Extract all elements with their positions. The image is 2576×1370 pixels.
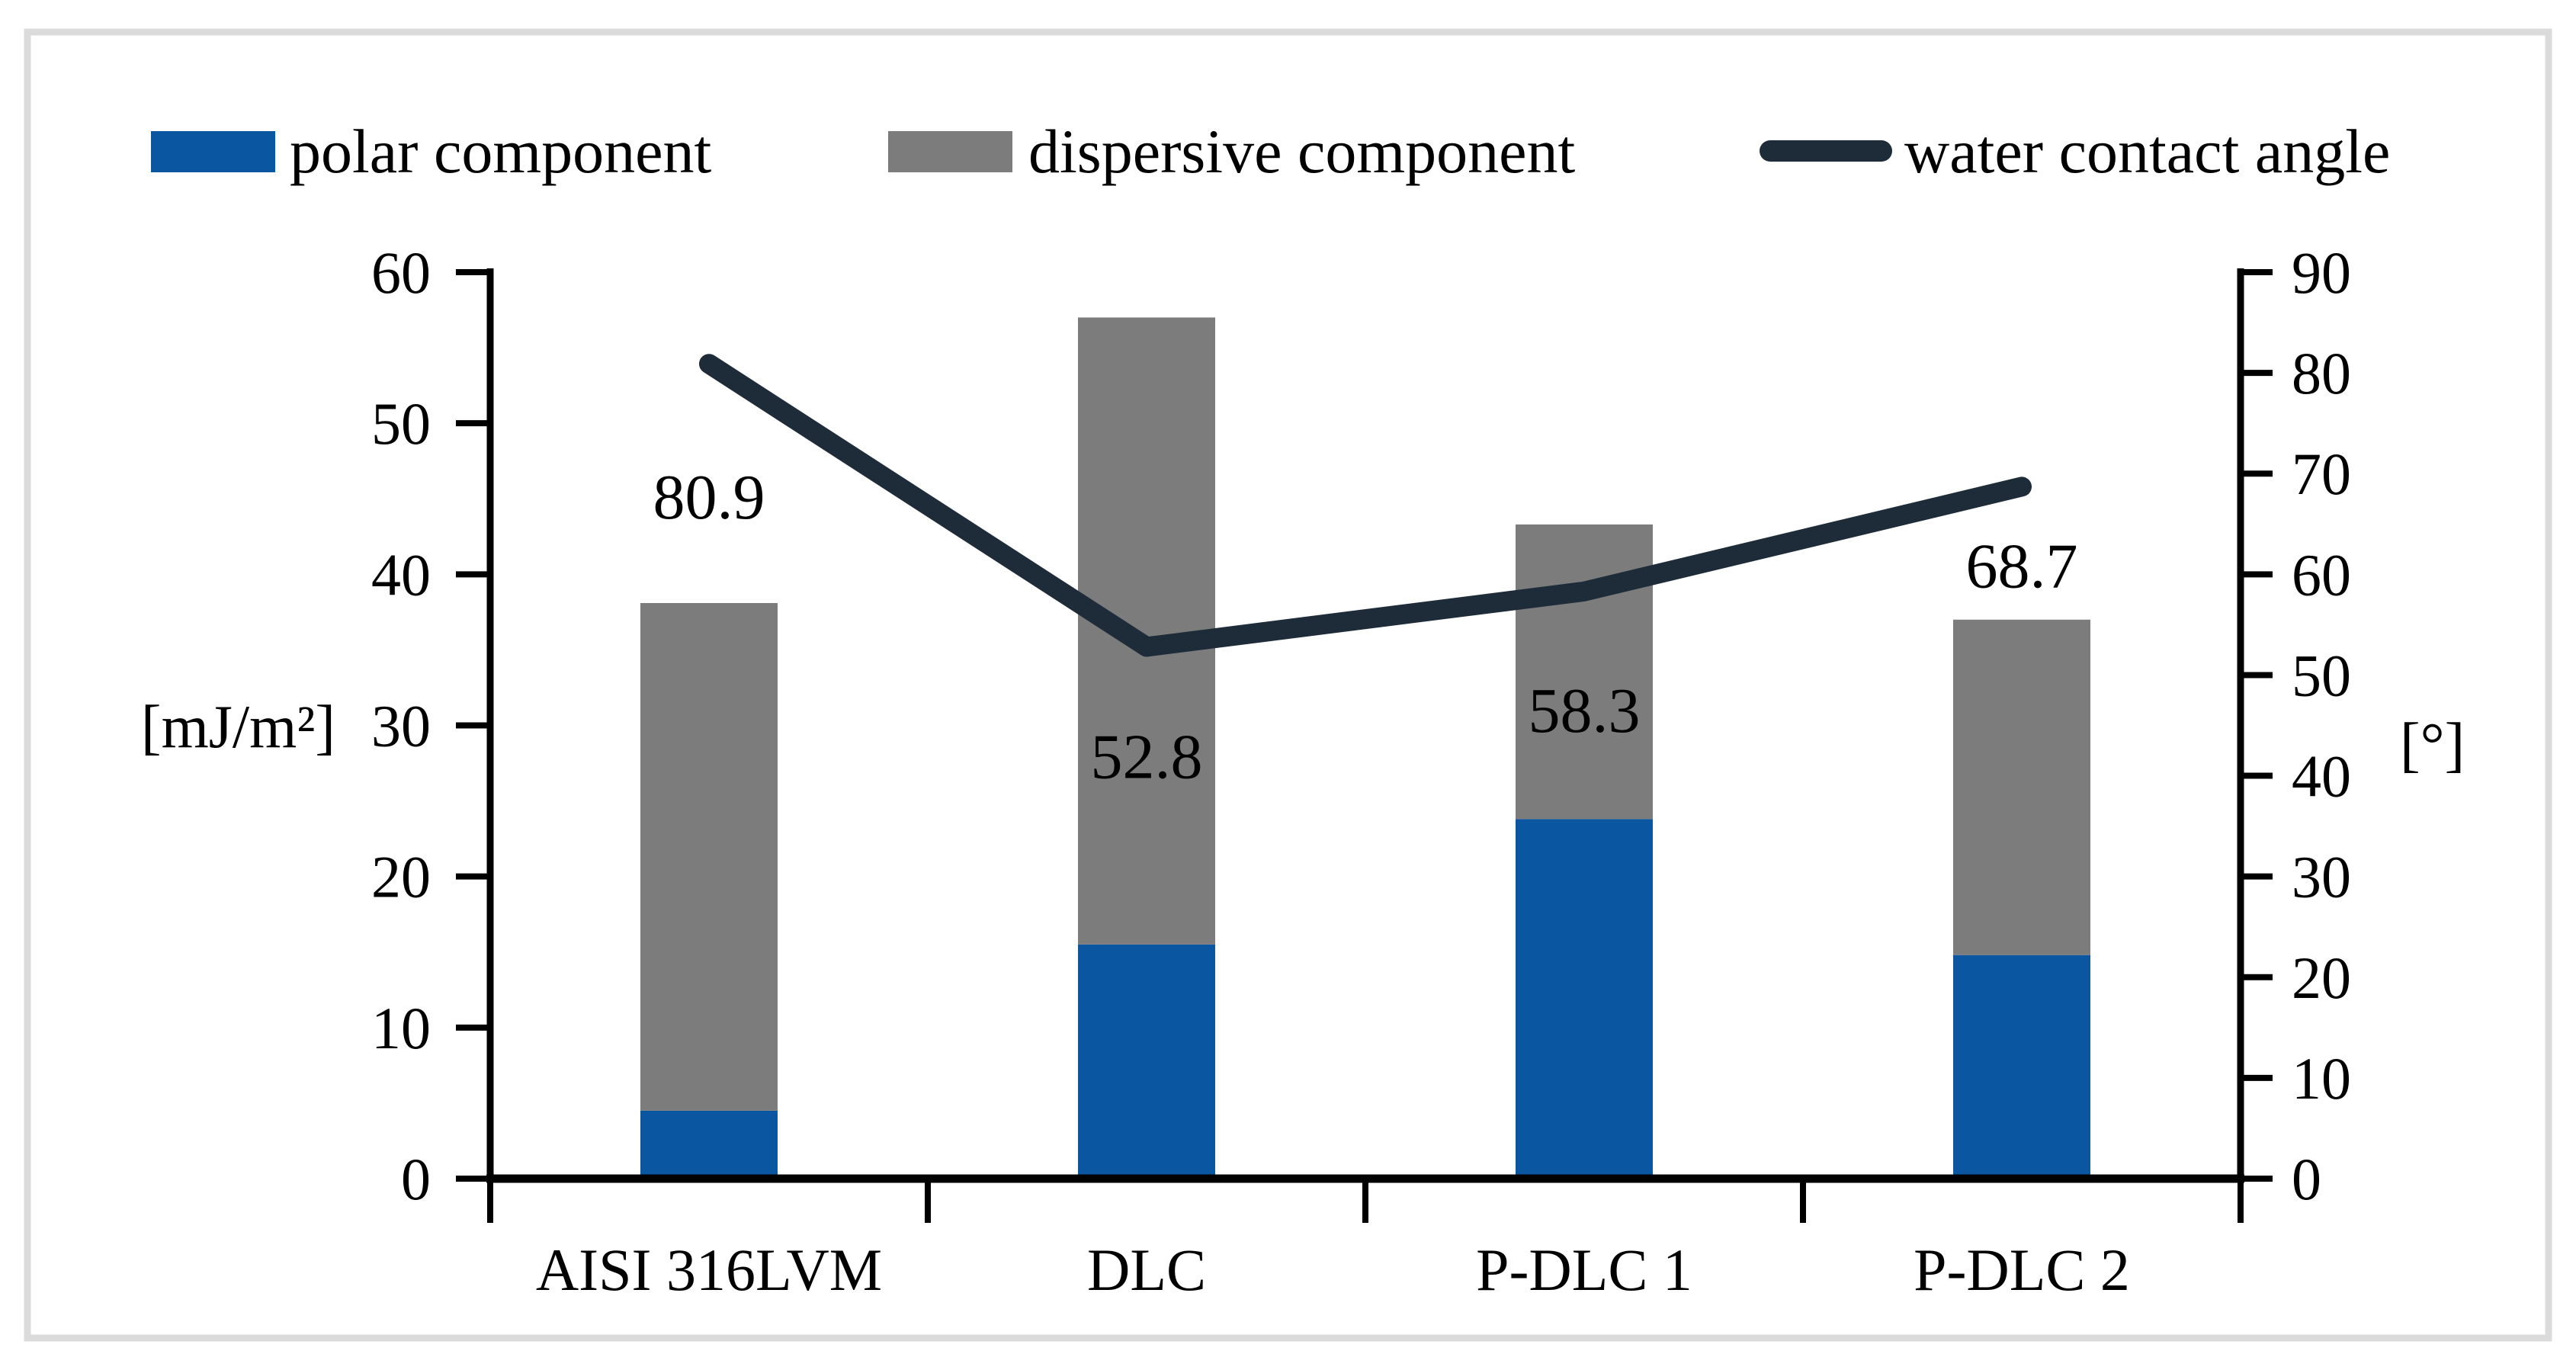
legend-label-water-contact-angle: water contact angle [1904, 117, 2390, 186]
left-axis-unit-label: [mJ/m²] [141, 694, 335, 761]
legend-label-polar-component: polar component [290, 117, 712, 186]
right-axis-tick-label-40: 40 [2292, 743, 2351, 810]
right-axis-tick-label-90: 90 [2292, 239, 2351, 306]
bar-dispersive-DLC [1078, 317, 1215, 945]
left-axis-tick-label-0: 0 [401, 1146, 431, 1212]
chart-legend: polar component dispersive component wat… [151, 117, 2390, 186]
right-axis-tick-label-30: 30 [2292, 844, 2351, 910]
left-axis-tick-label-20: 20 [371, 844, 431, 910]
right-axis-tick-label-0: 0 [2292, 1146, 2321, 1212]
left-axis-tick-label-30: 30 [371, 693, 431, 759]
category-label-P-DLC 1: P-DLC 1 [1476, 1237, 1692, 1303]
left-axis-tick-label-50: 50 [371, 390, 431, 457]
left-axis-tick-label-60: 60 [371, 239, 431, 306]
data-label-wca-P-DLC 2: 68.7 [1966, 531, 2078, 602]
legend-label-dispersive-component: dispersive component [1028, 117, 1576, 186]
right-axis-tick-label-10: 10 [2292, 1045, 2351, 1112]
left-axis-tick-label-10: 10 [371, 995, 431, 1061]
line-series-group: 80.9 52.8 58.3 68.7 [653, 354, 2078, 792]
data-label-wca-AISI 316LVM: 80.9 [653, 462, 765, 533]
bar-polar-P-DLC 1 [1516, 819, 1653, 1179]
category-label-AISI 316LVM: AISI 316LVM [536, 1237, 882, 1303]
category-label-DLC: DLC [1087, 1237, 1206, 1303]
legend-swatch-polar-component [151, 131, 275, 172]
right-axis-tick-label-50: 50 [2292, 642, 2351, 708]
water-contact-angle-line [699, 354, 2032, 657]
bar-dispersive-P-DLC 1 [1516, 524, 1653, 820]
right-axis-tick-label-70: 70 [2292, 441, 2351, 507]
right-axis-tick-label-80: 80 [2292, 340, 2351, 406]
bars-group [640, 317, 2090, 1179]
right-axis-unit-label: [°] [2400, 711, 2465, 778]
bar-dispersive-AISI 316LVM [640, 602, 778, 1111]
data-label-wca-DLC: 52.8 [1091, 721, 1203, 792]
legend-swatch-dispersive-component [888, 131, 1012, 172]
figure-frame-border [24, 28, 2552, 1342]
right-axis-tick-label-20: 20 [2292, 945, 2351, 1011]
left-axis-tick-label-40: 40 [371, 541, 431, 608]
right-axis-tick-label-60: 60 [2292, 541, 2351, 608]
bar-polar-DLC [1078, 944, 1215, 1179]
data-label-wca-P-DLC 1: 58.3 [1529, 675, 1641, 746]
bar-polar-AISI 316LVM [640, 1110, 778, 1179]
bar-dispersive-P-DLC 2 [1953, 619, 2090, 955]
bar-polar-P-DLC 2 [1953, 955, 2090, 1179]
category-label-P-DLC 2: P-DLC 2 [1914, 1237, 2130, 1303]
axes-group: 0 10 20 30 40 50 60 0 10 20 30 40 50 60 70 80 90 AISI 316… [371, 239, 2351, 1303]
